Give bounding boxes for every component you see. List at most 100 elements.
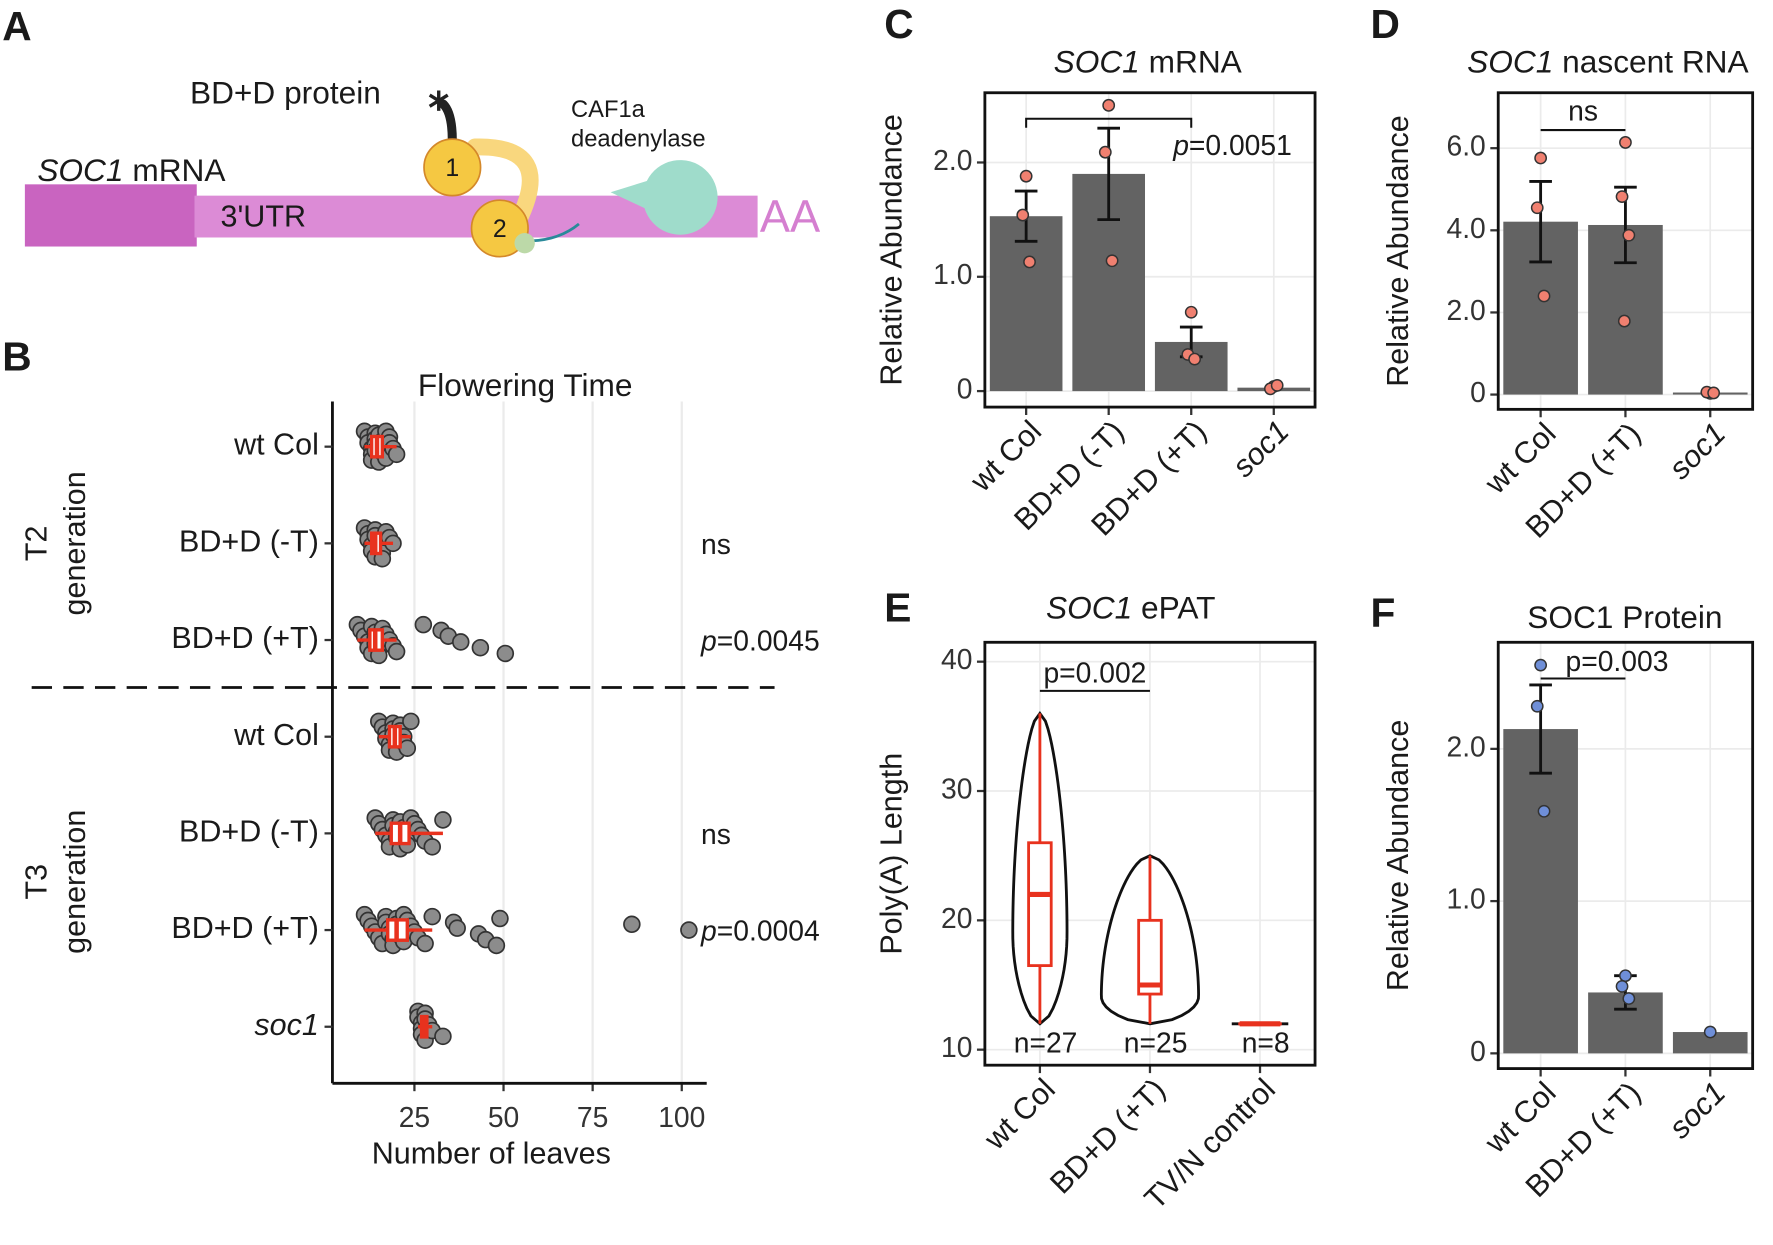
y-tick-label: soc1 bbox=[254, 1008, 318, 1042]
panel-labels: A B C D E F bbox=[2, 1, 1400, 636]
panel-label: A bbox=[2, 3, 31, 49]
strip-box-chart: Flowering Time 25 50 75 100 Number of leaves w… bbox=[20, 367, 820, 1170]
panel-label: C bbox=[884, 1, 913, 47]
point bbox=[1188, 352, 1202, 366]
x-tick-label: 100 bbox=[658, 1101, 705, 1133]
y-axis-label: Relative Abundance bbox=[1381, 115, 1415, 386]
point bbox=[1707, 386, 1721, 400]
y-tick-label: wt Col bbox=[233, 428, 319, 462]
linker bbox=[466, 138, 539, 231]
y-tick-label: 40 bbox=[941, 643, 972, 675]
panel-label: B bbox=[2, 333, 31, 379]
y-tick-label: 1.0 bbox=[1447, 883, 1486, 915]
deadenylase-shape bbox=[610, 160, 718, 235]
point bbox=[1703, 1025, 1717, 1039]
point bbox=[1537, 804, 1551, 818]
plot-border bbox=[1496, 640, 1755, 1070]
x-tick-label: wt Col bbox=[977, 1072, 1062, 1157]
point bbox=[1619, 136, 1632, 149]
point bbox=[1184, 305, 1198, 319]
comparison-label: ns bbox=[1568, 95, 1598, 127]
enzyme-label: deadenylase bbox=[571, 127, 706, 153]
tag bbox=[514, 232, 535, 254]
point bbox=[1530, 201, 1544, 215]
enzyme-label: CAF1a bbox=[571, 97, 646, 123]
n-label: n=8 bbox=[1242, 1026, 1290, 1058]
plot-border bbox=[983, 640, 1317, 1067]
chart-title: Flowering Time bbox=[418, 367, 633, 403]
annotation: p=0.0004 bbox=[700, 915, 820, 947]
comparison-label: p=0.003 bbox=[1566, 645, 1669, 677]
utr-label: 3'UTR bbox=[220, 199, 306, 233]
point bbox=[1098, 145, 1112, 159]
x-tick-label: 75 bbox=[577, 1101, 608, 1133]
y-tick-label: 0 bbox=[1470, 1035, 1486, 1067]
point bbox=[387, 642, 406, 661]
point bbox=[1619, 969, 1632, 983]
x-tick-label: 50 bbox=[488, 1101, 519, 1133]
domain-2 bbox=[470, 199, 529, 258]
n-label: n=25 bbox=[1124, 1026, 1188, 1058]
group-label: generation bbox=[58, 471, 92, 615]
bar bbox=[989, 216, 1063, 392]
x-tick-label: soc1 bbox=[1663, 1076, 1733, 1146]
y-tick-label: 2.0 bbox=[933, 144, 972, 176]
protein-label: BD+D protein bbox=[190, 74, 381, 110]
y-tick-label: 1.0 bbox=[933, 258, 972, 290]
y-tick-label: 0 bbox=[1470, 376, 1486, 408]
panel-label: D bbox=[1370, 1, 1399, 47]
point bbox=[434, 811, 452, 829]
comparison-bracket bbox=[1025, 117, 1193, 128]
point bbox=[1617, 314, 1631, 328]
cds-block bbox=[24, 184, 197, 247]
y-axis-label: Relative Abundance bbox=[874, 114, 908, 385]
group-label: generation bbox=[58, 810, 92, 954]
plot-border bbox=[983, 91, 1317, 409]
bar bbox=[1672, 1032, 1748, 1054]
stem bbox=[438, 99, 457, 145]
point bbox=[680, 921, 698, 939]
point bbox=[423, 907, 442, 926]
tail-label: AA bbox=[760, 190, 821, 241]
y-axis-label: Relative Abundance bbox=[1381, 720, 1415, 991]
point bbox=[451, 633, 470, 651]
point bbox=[414, 615, 433, 634]
x-tick-label: soc1 bbox=[1226, 414, 1296, 484]
annotation: ns bbox=[701, 818, 731, 850]
panel-label: E bbox=[884, 584, 911, 630]
chart-title: SOC1 mRNA bbox=[1054, 44, 1243, 80]
point bbox=[496, 644, 515, 663]
point bbox=[448, 919, 466, 937]
asterisk bbox=[428, 90, 449, 111]
plot-border bbox=[1496, 91, 1755, 411]
point bbox=[1023, 255, 1036, 269]
error-bar bbox=[1097, 126, 1120, 222]
chart-title: SOC1 nascent RNA bbox=[1467, 44, 1749, 80]
domain-1 bbox=[423, 138, 482, 197]
point bbox=[387, 445, 406, 464]
point bbox=[623, 915, 641, 934]
bar bbox=[1503, 729, 1578, 1054]
tether bbox=[531, 222, 580, 243]
point bbox=[1615, 190, 1629, 204]
point bbox=[487, 936, 506, 955]
mrna-label: SOC1 mRNA bbox=[37, 152, 226, 188]
y-tick-label: BD+D (-T) bbox=[179, 524, 319, 558]
chart-title: SOC1 Protein bbox=[1527, 599, 1722, 635]
comparison-label: p=0.0051 bbox=[1172, 130, 1292, 162]
annotation: ns bbox=[701, 528, 731, 560]
point bbox=[1537, 289, 1551, 303]
chart-title: SOC1 ePAT bbox=[1046, 590, 1216, 626]
panel-label: F bbox=[1370, 590, 1395, 636]
point bbox=[1534, 658, 1548, 672]
point bbox=[491, 909, 509, 928]
y-tick-label: 30 bbox=[941, 772, 972, 804]
comparison-label: p=0.002 bbox=[1043, 657, 1146, 689]
point bbox=[1270, 378, 1284, 392]
point bbox=[402, 712, 420, 731]
y-tick-label: 0 bbox=[957, 373, 973, 405]
y-tick-label: 6.0 bbox=[1447, 130, 1486, 162]
